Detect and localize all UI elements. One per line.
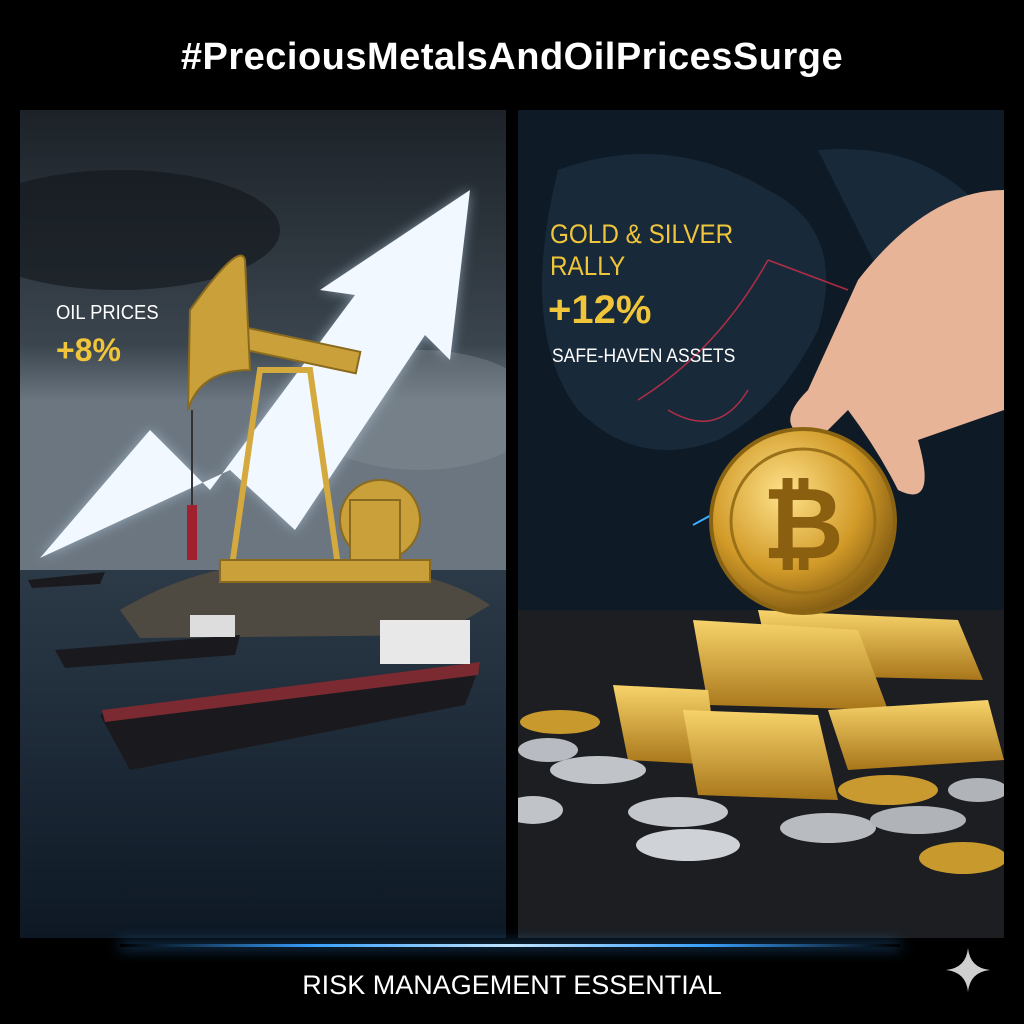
metals-panel: ₿ GOLD & SILVER RALLY +12% SAFE-HAVEN AS… (518, 110, 1004, 938)
oil-prices-label: OIL PRICES (56, 302, 159, 324)
hand (790, 190, 1004, 495)
bitcoin-icon: ₿ (709, 427, 897, 615)
coins (518, 710, 1004, 874)
svg-text:₿: ₿ (762, 468, 844, 580)
page-title: #PreciousMetalsAndOilPricesSurge (180, 36, 844, 78)
gold-silver-label-line1: GOLD & SILVER (550, 219, 734, 249)
rising-arrow (40, 190, 470, 558)
gold-silver-label-line2: RALLY (550, 251, 626, 281)
metals-scene-illustration: ₿ (518, 110, 1004, 938)
safe-haven-label: SAFE-HAVEN ASSETS (552, 346, 736, 367)
tanker-ship-large (100, 620, 480, 770)
tanker-ship-small (55, 615, 240, 668)
gold-silver-change: +12% (548, 288, 652, 332)
sparkle-icon (946, 948, 990, 992)
oil-panel: OIL PRICES +8% (20, 110, 506, 938)
footer-tagline: RISK MANAGEMENT ESSENTIAL (302, 970, 722, 1000)
pumpjack (187, 254, 431, 583)
gold-bars (613, 610, 1004, 800)
oil-scene-illustration (20, 110, 506, 938)
glow-divider (120, 944, 900, 947)
oil-prices-change: +8% (56, 332, 121, 368)
